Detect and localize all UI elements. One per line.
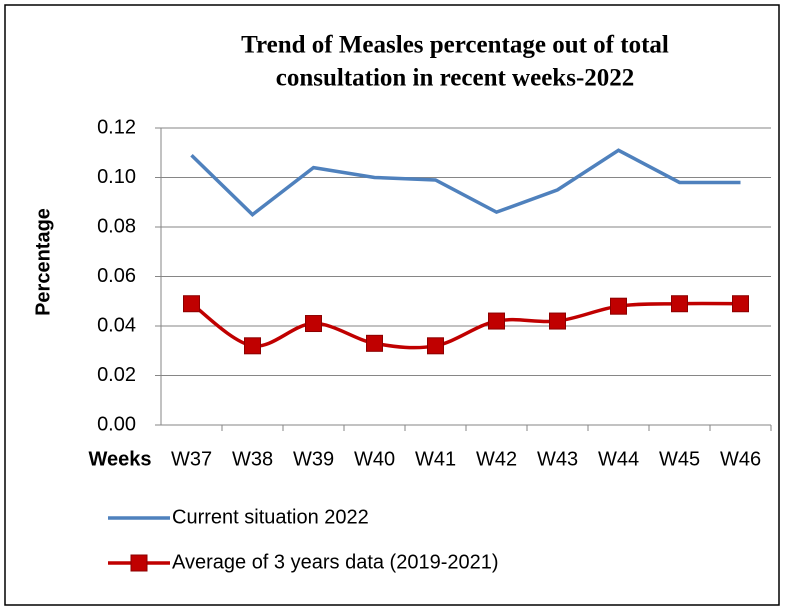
- y-tick-label: 0.08: [97, 215, 136, 237]
- x-tick-label: W44: [598, 448, 639, 470]
- marker: [427, 337, 444, 355]
- x-tick-label: W43: [537, 448, 578, 470]
- y-tick-label: 0.00: [97, 413, 136, 435]
- chart-title: consultation in recent weeks-2022: [276, 65, 635, 92]
- y-tick-label: 0.02: [97, 364, 136, 386]
- x-tick-label: W37: [171, 448, 212, 470]
- x-tick-label: W45: [659, 448, 700, 470]
- legend-label: Average of 3 years data (2019-2021): [172, 551, 499, 573]
- marker: [305, 315, 322, 333]
- x-tick-label: W38: [232, 448, 273, 470]
- chart-title: Trend of Measles percentage out of total: [241, 32, 669, 59]
- x-tick-label: W41: [415, 448, 456, 470]
- marker: [732, 295, 749, 313]
- marker: [610, 297, 627, 315]
- marker: [183, 295, 200, 313]
- marker: [671, 295, 688, 313]
- legend-label: Current situation 2022: [172, 506, 369, 528]
- marker: [549, 312, 566, 330]
- x-axis-label: Weeks: [88, 448, 151, 470]
- y-axis-label: Percentage: [32, 208, 54, 316]
- y-tick-label: 0.04: [97, 314, 136, 336]
- legend-marker: [130, 554, 148, 572]
- series-line: [190, 148, 741, 217]
- marker: [366, 334, 383, 352]
- series-line: [190, 301, 741, 350]
- y-tick-label: 0.06: [97, 265, 136, 287]
- x-tick-label: W40: [354, 448, 395, 470]
- x-tick-label: W46: [720, 448, 761, 470]
- y-tick-label: 0.10: [97, 166, 136, 188]
- x-tick-label: W42: [476, 448, 517, 470]
- marker: [244, 337, 261, 355]
- marker: [488, 312, 505, 330]
- y-tick-label: 0.12: [97, 116, 136, 138]
- x-tick-label: W39: [293, 448, 334, 470]
